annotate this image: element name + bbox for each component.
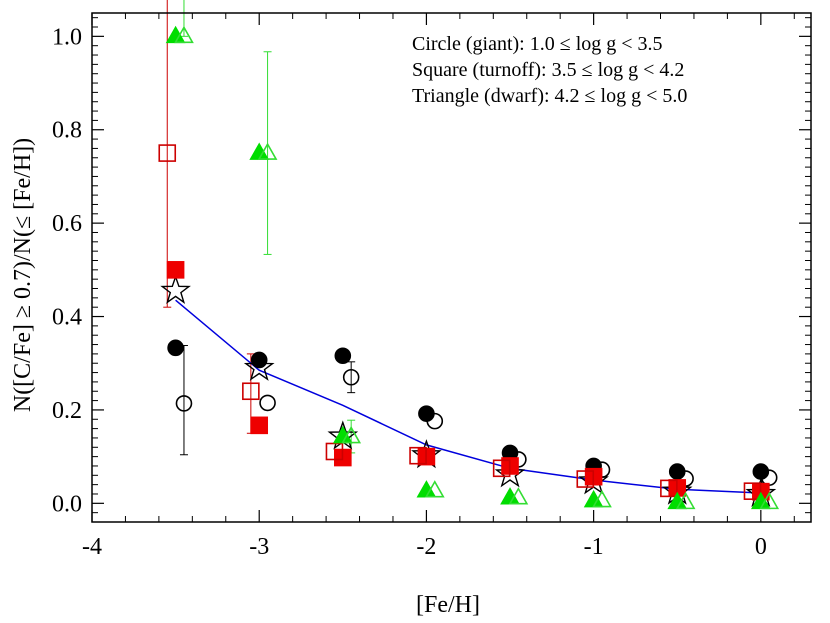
total-star-point [160,274,191,304]
giant-filled-point [334,347,352,365]
giant-open-point [259,394,276,412]
turnoff-open-point [660,479,678,498]
plot-frame [91,12,812,523]
turnoff-open-point [409,446,427,465]
data-markers [158,25,780,510]
y-tick-label: 1.0 [52,24,82,50]
y-tick-label: 0.6 [52,211,82,237]
giant-open-point [426,412,444,430]
y-tick-label: 0.0 [52,491,82,517]
turnoff-open-point [325,442,344,461]
total-star-point [243,351,275,381]
x-tick-label: -2 [416,534,436,560]
x-axis-title: [Fe/H] [416,592,480,618]
legend: Circle (giant): 1.0 ≤ log g < 3.5 Square… [412,33,687,107]
legend-entry-turnoff: Square (turnoff): 3.5 ≤ log g < 4.2 [412,59,684,81]
dwarf-open-point [341,425,362,444]
x-tick-label: -1 [584,534,604,560]
x-tick-label: -4 [82,534,102,560]
y-tick-label: 0.8 [52,118,82,144]
model-line [175,299,761,494]
y-axis-title: N([C/Fe] ≥ 0.7)/N(≤ [Fe/H]) [10,138,36,412]
dwarf-open-point [257,142,278,160]
total-star-point [494,458,526,488]
turnoff-open-point [576,470,595,488]
x-tick-label: 0 [755,534,767,560]
turnoff-filled-point [250,416,269,435]
dwarf-open-point [759,491,780,510]
x-tick-label: -3 [249,534,269,560]
dwarf-open-point [424,480,445,498]
turnoff-open-point [492,459,511,478]
y-tick-label: 0.2 [52,398,82,424]
axis-ticks: -4 -3 -2 -1 0 0.0 0.2 0.4 0.6 0.8 1.0 [52,13,811,560]
giant-filled-point [250,351,268,369]
giant-open-point [175,395,193,412]
turnoff-open-point [743,482,762,500]
dwarf-open-point [174,25,194,44]
turnoff-open-point [242,382,260,401]
y-tick-label: 0.4 [52,305,82,331]
giant-open-point [342,368,360,386]
legend-entry-giant: Circle (giant): 1.0 ≤ log g < 3.5 [412,33,663,55]
turnoff-open-point [158,144,177,162]
dwarf-open-point [508,487,529,505]
legend-entry-dwarf: Triangle (dwarf): 4.2 ≤ log g < 5.0 [412,85,687,107]
turnoff-filled-point [166,261,185,279]
giant-filled-point [167,339,184,357]
dwarf-open-point [592,489,612,508]
giant-filled-point [752,463,770,480]
dwarf-open-point [675,491,696,510]
